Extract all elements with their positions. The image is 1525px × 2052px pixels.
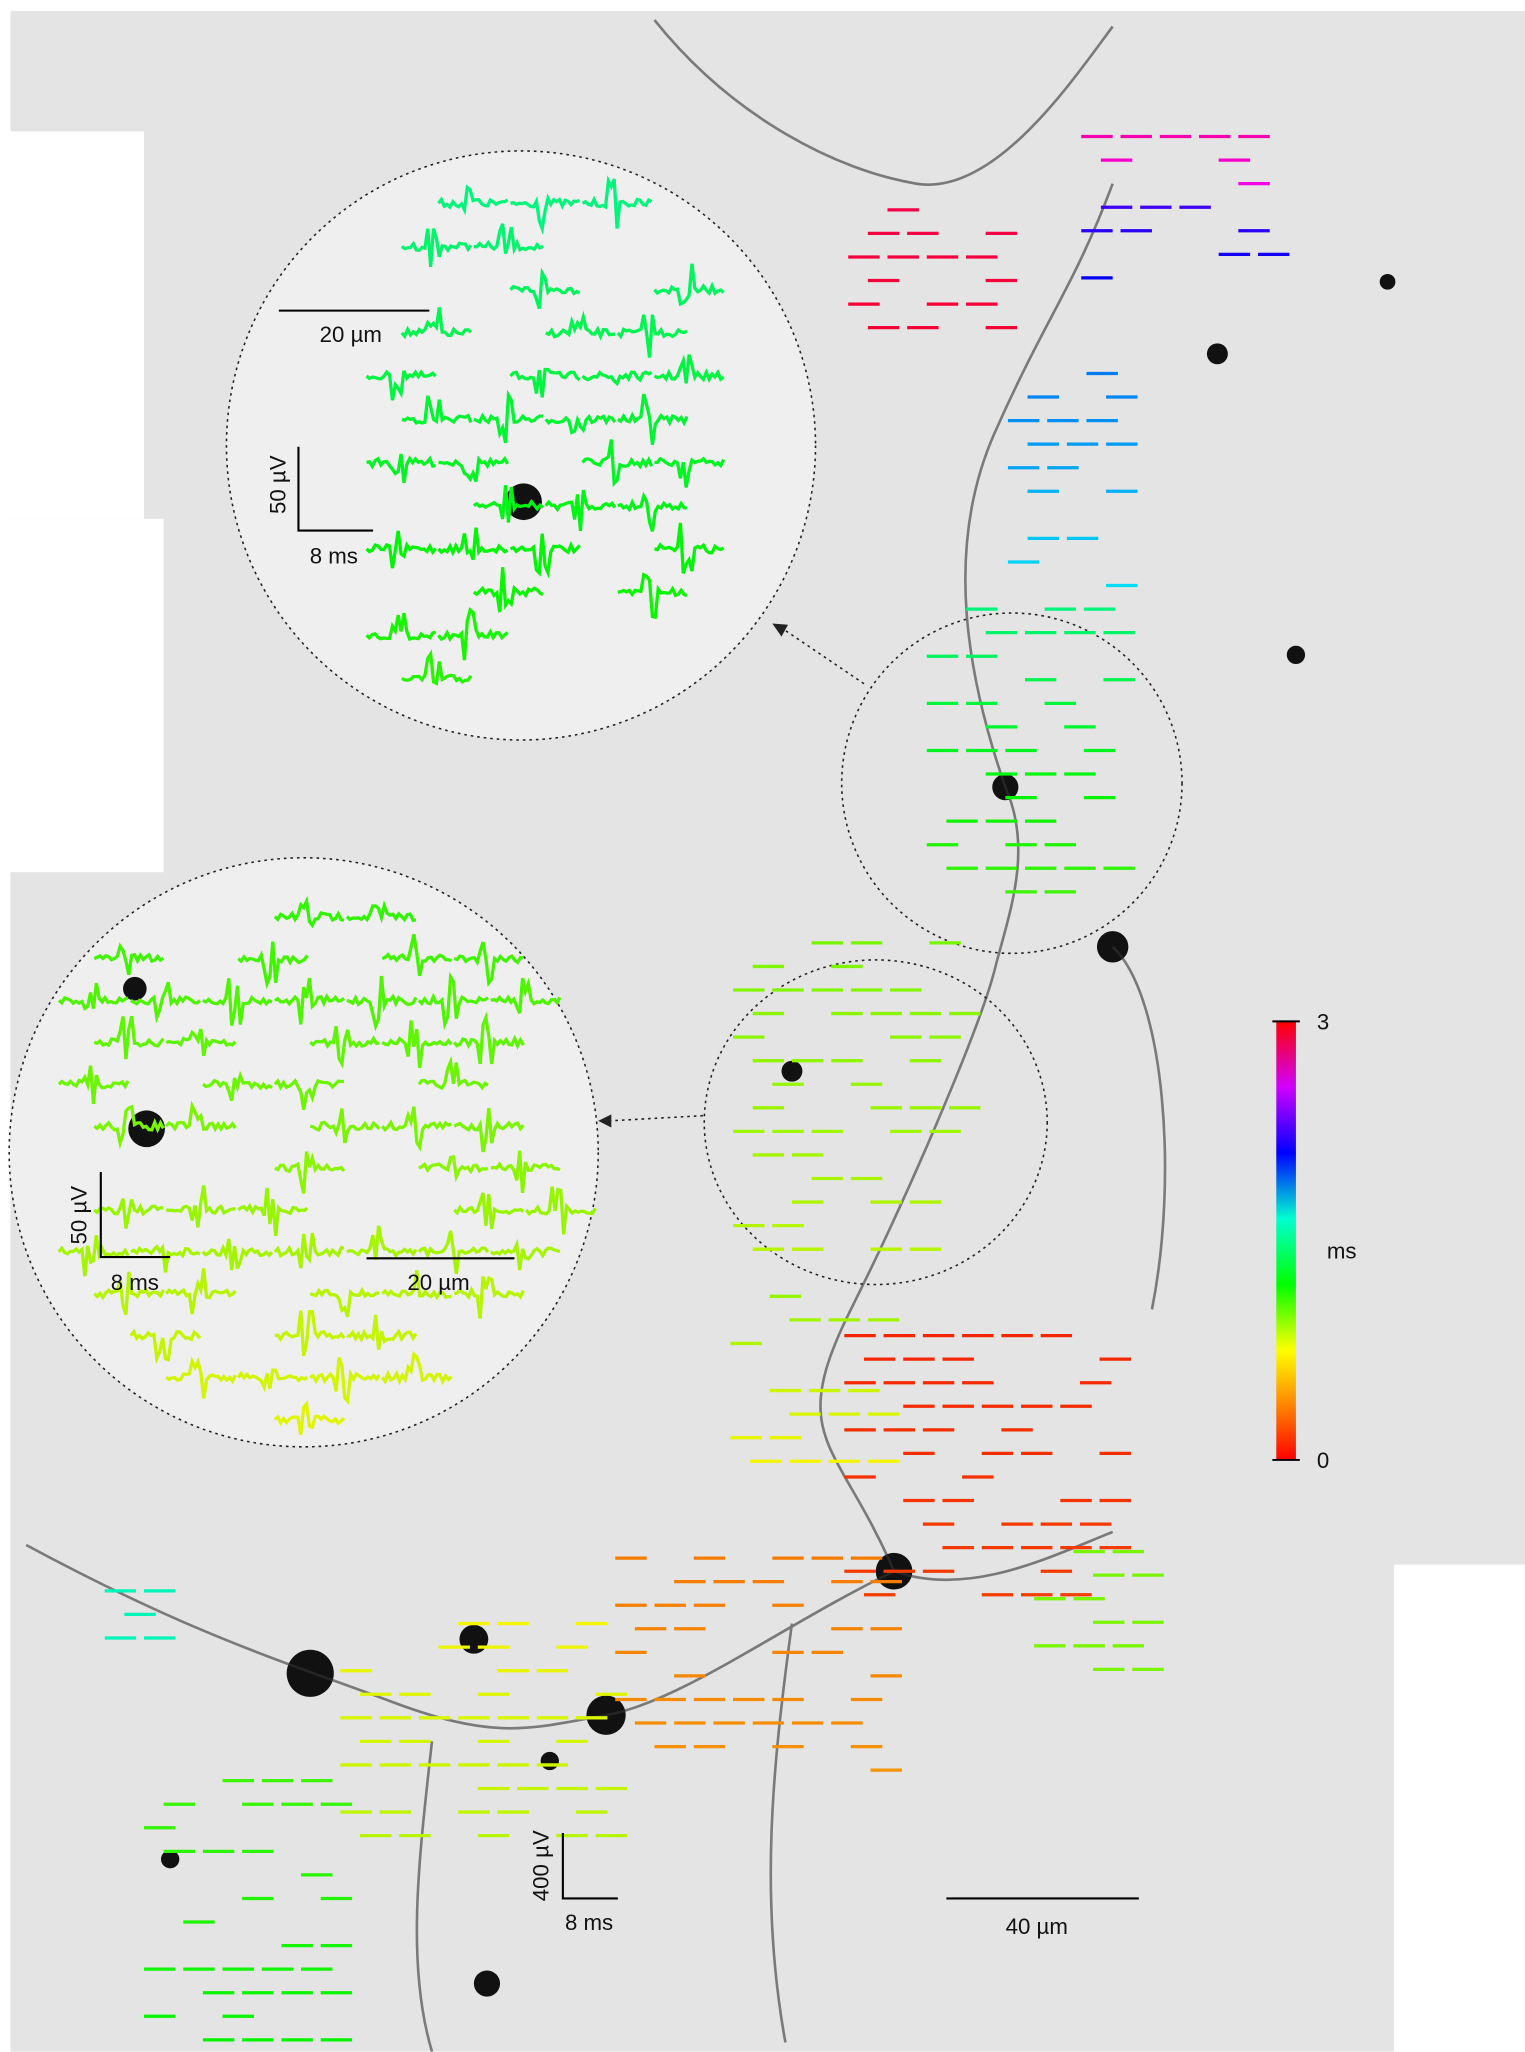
scale-label: 20 µm	[407, 1270, 469, 1295]
scale-label: 8 ms	[111, 1270, 159, 1295]
scale-label: 8 ms	[565, 1910, 613, 1935]
blank	[1394, 1565, 1525, 2052]
scale-label: 20 µm	[320, 322, 382, 347]
colorbar-tick-label: 0	[1317, 1448, 1329, 1473]
scale-label: 50 µV	[66, 1186, 91, 1245]
figure: 20 µm 50 µV 8 ms 50 µV 8 ms 20 µm 400 µV…	[0, 0, 1525, 2052]
scale-label: 40 µm	[1006, 1914, 1068, 1939]
scale-label: 8 ms	[310, 543, 358, 568]
scale-label: 400 µV	[528, 1830, 553, 1901]
page: {"inset_top":{"scale_length":"20 µm","sc…	[0, 0, 1525, 2052]
colorbar-label: ms	[1327, 1238, 1357, 1263]
scale-label: 50 µV	[265, 455, 290, 514]
inset-middle	[9, 858, 598, 1447]
blank	[0, 131, 144, 518]
colorbar	[1276, 1021, 1296, 1460]
colorbar-tick-label: 3	[1317, 1009, 1329, 1034]
inset-top	[226, 151, 815, 740]
blank	[0, 519, 164, 872]
